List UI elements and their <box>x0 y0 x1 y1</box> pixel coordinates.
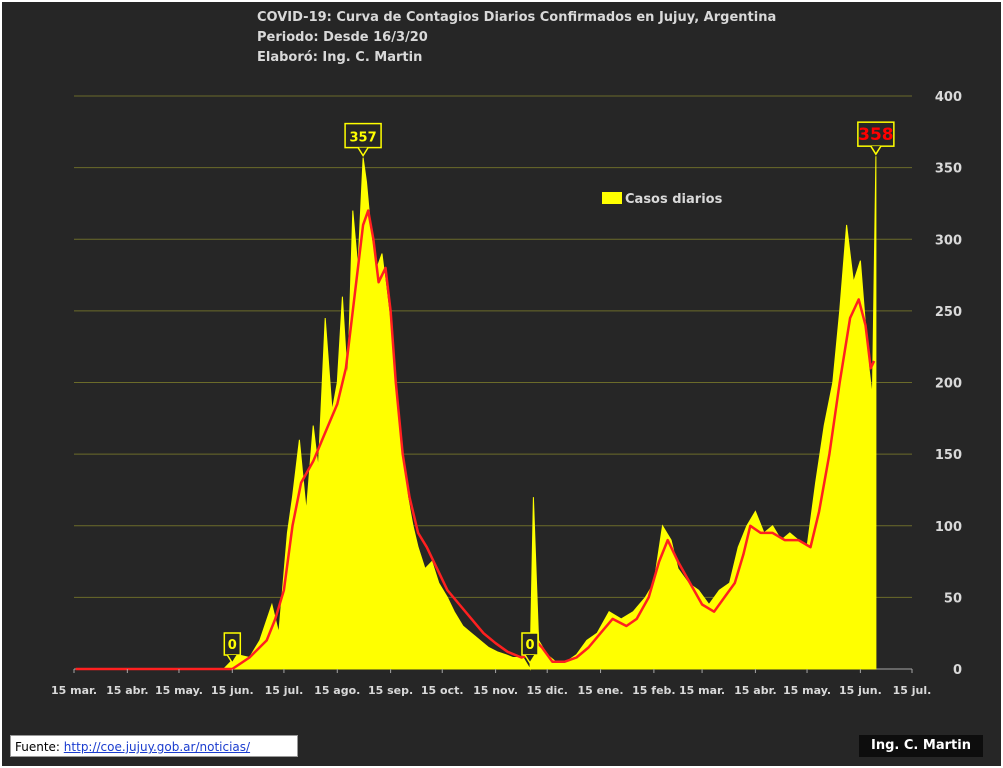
chart-author-line: Elaboró: Ing. C. Martin <box>257 50 423 65</box>
legend-label: Casos diarios <box>625 192 723 207</box>
annotation-label: 0 <box>525 638 534 653</box>
x-tick-label: 15 ene. <box>578 684 624 697</box>
y-tick-label: 350 <box>935 162 962 177</box>
bar-series <box>75 156 877 671</box>
x-axis-ticks: 15 mar. 15 abr. 15 may. 15 jun. 15 jul. 15 ag… <box>51 669 931 697</box>
source-box: Fuente: http://coe.jujuy.gob.ar/noticias… <box>10 735 298 757</box>
annotation-box <box>344 122 382 149</box>
x-tick-label: 15 mar. <box>51 684 97 697</box>
source-label: Fuente: <box>15 740 64 754</box>
bar-area <box>75 156 877 671</box>
y-tick-label: 300 <box>935 233 962 248</box>
chart-title: COVID-19: Curva de Contagios Diarios Con… <box>257 10 777 25</box>
author-badge: Ing. C. Martin <box>859 735 983 757</box>
x-tick-label: 15 jun. <box>839 684 882 697</box>
x-tick-label: 15 ago. <box>314 684 360 697</box>
y-tick-label: 200 <box>935 377 962 392</box>
annotation-pointer <box>226 654 238 665</box>
y-tick-label: 150 <box>935 448 962 463</box>
x-tick-label: 15 oct. <box>421 684 464 697</box>
y-axis-ticks: 0 50 100 150 200 250 300 350 400 <box>935 90 962 678</box>
annotation-label: 0 <box>228 638 237 653</box>
x-tick-label: 15 feb. <box>632 684 675 697</box>
x-tick-label: 15 jul. <box>893 684 932 697</box>
x-tick-label: 15 nov. <box>473 684 518 697</box>
source-link[interactable]: http://coe.jujuy.gob.ar/noticias/ <box>63 740 251 754</box>
x-tick-label: 15 may. <box>155 684 203 697</box>
annotation-pointer <box>870 145 882 156</box>
x-tick-label: 15 dic. <box>526 684 567 697</box>
annotations: 0 357 0 358 <box>223 121 895 665</box>
chart-period: Periodo: Desde 16/3/20 <box>257 30 428 45</box>
x-tick-label: 15 sep. <box>368 684 413 697</box>
legend-swatch <box>602 192 622 204</box>
y-tick-label: 100 <box>935 520 962 535</box>
y-tick-label: 250 <box>935 305 962 320</box>
x-tick-label: 15 may. <box>783 684 831 697</box>
y-tick-label: 0 <box>953 663 962 678</box>
x-tick-label: 15 jul. <box>265 684 304 697</box>
legend: Casos diarios <box>602 192 723 207</box>
x-tick-label: 15 abr. <box>734 684 776 697</box>
annotation-label: 358 <box>858 125 894 145</box>
y-tick-label: 400 <box>935 90 962 105</box>
x-tick-label: 15 mar. <box>679 684 725 697</box>
x-tick-label: 15 abr. <box>106 684 148 697</box>
annotation-pointer <box>357 147 369 158</box>
y-tick-label: 50 <box>944 591 962 606</box>
annotation-box <box>857 121 895 147</box>
annotation-pointer <box>524 654 536 665</box>
annotation-label: 357 <box>350 131 377 146</box>
x-tick-label: 15 jun. <box>211 684 254 697</box>
